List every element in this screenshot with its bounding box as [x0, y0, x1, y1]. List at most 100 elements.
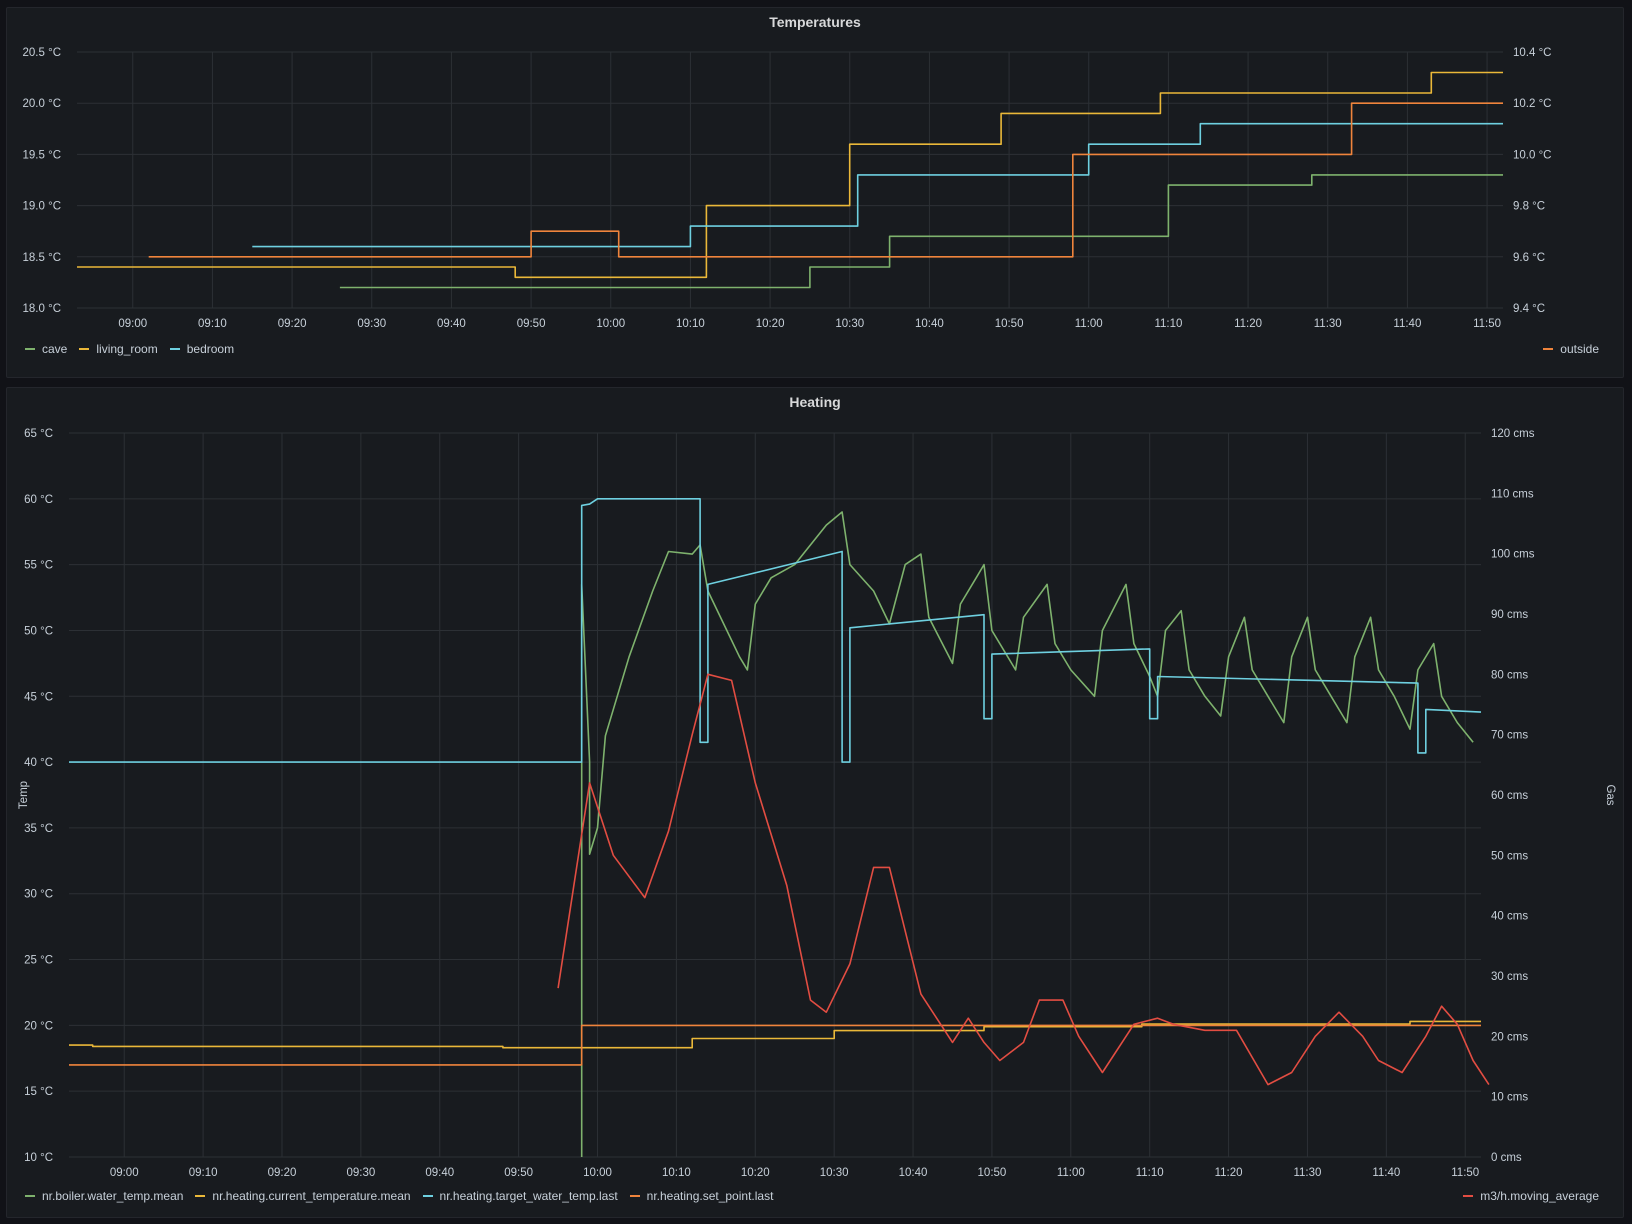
y-right-tick-label: 60 cms — [1491, 790, 1528, 802]
legend-label: nr.heating.set_point.last — [646, 1189, 774, 1203]
legend-label: bedroom — [186, 342, 235, 356]
y-tick-label: 35 °C — [24, 823, 53, 835]
grid — [69, 432, 1481, 1158]
y-tick-label: 50 °C — [24, 625, 53, 637]
y-tick-label: 20.5 °C — [23, 47, 61, 59]
y-tick-label: 65 °C — [24, 428, 53, 440]
x-tick-label: 09:40 — [437, 318, 466, 330]
y-right-tick-label: 80 cms — [1491, 669, 1528, 681]
x-tick-label: 11:50 — [1473, 318, 1501, 330]
x-tick-label: 10:30 — [820, 1167, 849, 1179]
x-tick-label: 11:00 — [1075, 318, 1103, 330]
legend-item-cave[interactable]: cave — [25, 342, 67, 356]
y-right-tick-label: 90 cms — [1491, 609, 1528, 621]
x-tick-label: 09:10 — [198, 318, 227, 330]
x-tick-label: 10:40 — [899, 1167, 928, 1179]
x-tick-label: 09:40 — [425, 1167, 454, 1179]
x-tick-label: 10:00 — [596, 318, 625, 330]
y-right-tick-label: 20 cms — [1491, 1031, 1528, 1043]
x-tick-label: 10:50 — [995, 318, 1024, 330]
x-tick-label: 09:30 — [357, 318, 386, 330]
x-tick-label: 10:40 — [915, 318, 944, 330]
y-right-tick-label: 110 cms — [1491, 488, 1534, 500]
legend-right: m3/h.moving_average — [1463, 1189, 1611, 1203]
heating-panel: Heating 10 °C 15 °C 20 °C 25 °C 30 °C 35 °C 40… — [6, 387, 1624, 1218]
x-tick-label: 10:00 — [583, 1167, 612, 1179]
x-tick-label: 11:10 — [1136, 1167, 1164, 1179]
x-tick-label: 09:20 — [268, 1167, 297, 1179]
x-tick-label: 09:50 — [517, 318, 546, 330]
legend-item-nr-heating-target-water-temp-last[interactable]: nr.heating.target_water_temp.last — [422, 1189, 618, 1203]
x-tick-label: 11:20 — [1215, 1167, 1243, 1179]
legend-item-nr-heating-set-point-last[interactable]: nr.heating.set_point.last — [629, 1189, 774, 1203]
x-tick-label: 10:10 — [676, 318, 705, 330]
y-right-tick-label: 10.2 °C — [1513, 98, 1551, 110]
y-right-tick-label: 9.6 °C — [1513, 252, 1545, 264]
x-tick-label: 09:00 — [110, 1167, 139, 1179]
y-tick-label: 15 °C — [24, 1086, 53, 1098]
legend-swatch — [1543, 347, 1554, 350]
legend-label: outside — [1560, 342, 1599, 356]
y-tick-label: 30 °C — [24, 889, 53, 901]
x-tick-label: 11:20 — [1234, 318, 1262, 330]
y-right-tick-label: 9.8 °C — [1513, 201, 1545, 213]
series-line-bedroom[interactable] — [252, 122, 1503, 248]
y-tick-label: 40 °C — [24, 757, 53, 769]
x-tick-label: 10:20 — [741, 1167, 770, 1179]
panel-title[interactable]: Heating — [789, 394, 841, 410]
series-line-nr-heating-target-water-temp-last[interactable] — [69, 498, 1482, 763]
legend-swatch — [195, 1194, 206, 1197]
legend-label: nr.heating.current_temperature.mean — [212, 1189, 411, 1203]
temperatures-panel: Temperatures 18.0 °C 18.5 °C 19.0 °C 19.5 °… — [6, 7, 1624, 378]
x-tick-label: 11:30 — [1293, 1167, 1321, 1179]
x-tick-label: 10:30 — [835, 318, 864, 330]
y-right-tick-label: 40 cms — [1491, 911, 1528, 923]
legend-item-m3-h-moving-average[interactable]: m3/h.moving_average — [1463, 1189, 1599, 1203]
y-tick-label: 18.5 °C — [23, 252, 61, 264]
x-tick-label: 11:30 — [1314, 318, 1342, 330]
legend-item-living-room[interactable]: living_room — [79, 342, 158, 356]
y-tick-label: 18.0 °C — [23, 303, 61, 315]
legend-swatch — [169, 347, 180, 350]
series-line-nr-heating-set-point-last[interactable] — [69, 1024, 1481, 1066]
legend-left: cave living_room bedroom — [25, 342, 246, 356]
y-tick-label: 10 °C — [24, 1152, 53, 1164]
legend-label: cave — [42, 342, 68, 356]
y-right-axis-label: Gas — [1604, 784, 1616, 805]
legend-swatch — [25, 1194, 35, 1197]
legend-item-bedroom[interactable]: bedroom — [169, 342, 235, 356]
y-right-tick-label: 10.0 °C — [1513, 149, 1551, 161]
series-line-nr-heating-current-temperature-mean[interactable] — [69, 1020, 1481, 1049]
y-tick-label: 55 °C — [24, 560, 53, 572]
legend-item-nr-boiler-water-temp-mean[interactable]: nr.boiler.water_temp.mean — [25, 1189, 183, 1203]
y-axis-label: Temp — [18, 781, 30, 809]
x-tick-label: 11:50 — [1451, 1167, 1479, 1179]
x-tick-label: 09:50 — [504, 1167, 533, 1179]
y-right-tick-label: 30 cms — [1491, 971, 1528, 983]
y-tick-label: 45 °C — [24, 691, 53, 703]
y-tick-label: 20.0 °C — [23, 98, 61, 110]
legend-swatch — [25, 347, 35, 350]
legend-label: nr.boiler.water_temp.mean — [42, 1189, 184, 1203]
series-line-living-room[interactable] — [77, 71, 1503, 279]
temperatures-chart: 18.0 °C 18.5 °C 19.0 °C 19.5 °C 20.0 °C 20.5 … — [23, 47, 1552, 330]
x-tick-label: 11:00 — [1057, 1167, 1085, 1179]
x-tick-label: 10:50 — [978, 1167, 1007, 1179]
series-line-m3-h-moving-average[interactable] — [557, 673, 1490, 1086]
y-tick-label: 20 °C — [24, 1020, 53, 1032]
y-right-tick-label: 50 cms — [1491, 850, 1528, 862]
legend-item-outside[interactable]: outside — [1543, 342, 1599, 356]
series-line-outside[interactable] — [148, 102, 1503, 258]
y-right-tick-label: 9.4 °C — [1513, 303, 1545, 315]
x-tick-label: 09:00 — [118, 318, 147, 330]
grid — [77, 51, 1503, 309]
legend-item-nr-heating-current-temperature-mean[interactable]: nr.heating.current_temperature.mean — [195, 1189, 411, 1203]
series-line-nr-boiler-water-temp-mean[interactable] — [580, 511, 1474, 1157]
legend-label: m3/h.moving_average — [1480, 1189, 1599, 1203]
y-right-tick-label: 70 cms — [1491, 730, 1528, 742]
y-right-tick-label: 0 cms — [1491, 1152, 1522, 1164]
panel-title[interactable]: Temperatures — [769, 14, 861, 30]
series-line-cave[interactable] — [339, 174, 1503, 289]
y-tick-label: 19.5 °C — [23, 149, 61, 161]
x-tick-label: 10:10 — [662, 1167, 691, 1179]
